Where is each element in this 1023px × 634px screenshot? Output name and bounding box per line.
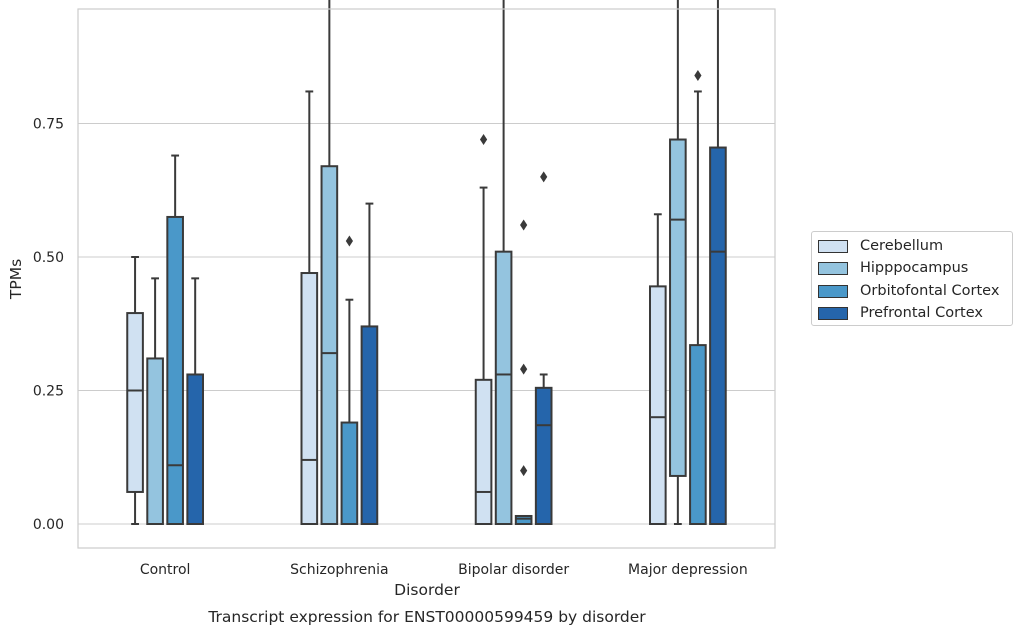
x-axis-label: Disorder bbox=[394, 581, 460, 599]
box bbox=[320, 0, 339, 525]
box bbox=[300, 90, 319, 525]
outlier-point bbox=[520, 363, 528, 375]
axes: 0.000.250.500.751.001.251.501.75ControlS… bbox=[33, 8, 776, 578]
box-body bbox=[669, 138, 687, 477]
outlier-point bbox=[479, 134, 488, 146]
box bbox=[494, 0, 513, 525]
box-body bbox=[689, 344, 707, 525]
outlier-point bbox=[540, 171, 548, 183]
legend-item-hippocampus: Hipppocampus bbox=[818, 259, 968, 277]
box-body bbox=[166, 215, 184, 525]
boxes bbox=[126, 0, 727, 526]
box-body bbox=[474, 378, 493, 525]
box-body bbox=[186, 373, 204, 526]
legend-item-prefrontal: Prefrontal Cortex bbox=[818, 304, 983, 322]
box bbox=[534, 171, 553, 525]
box bbox=[709, 0, 727, 525]
box bbox=[689, 69, 707, 525]
legend-item-orbitofrontal: Orbitofontal Cortex bbox=[818, 282, 999, 300]
box bbox=[340, 235, 359, 526]
legend-label-cerebellum: Cerebellum bbox=[860, 238, 944, 254]
y-tick-label: 0.75 bbox=[33, 117, 64, 133]
legend-swatch-orbitofrontal bbox=[818, 284, 848, 298]
legend-label-prefrontal: Prefrontal Cortex bbox=[860, 305, 983, 321]
outlier-point bbox=[694, 69, 702, 81]
outlier-point bbox=[345, 235, 353, 247]
legend-item-cerebellum: Cerebellum bbox=[818, 237, 943, 255]
box-body bbox=[360, 325, 379, 526]
outlier-point bbox=[520, 465, 528, 477]
box bbox=[146, 277, 164, 525]
box bbox=[166, 154, 184, 525]
legend-label-orbitofrontal: Orbitofontal Cortex bbox=[860, 283, 1000, 299]
box-body bbox=[146, 357, 164, 525]
box bbox=[649, 213, 667, 525]
x-tick-label: Bipolar disorder bbox=[458, 562, 569, 578]
chart-title: Transcript expression for ENST0000059945… bbox=[207, 608, 646, 626]
outlier-point bbox=[520, 219, 528, 231]
legend-label-hippocampus: Hipppocampus bbox=[860, 260, 969, 276]
legend-swatch-cerebellum bbox=[818, 239, 848, 253]
box-body bbox=[649, 285, 667, 525]
y-tick-label: 0.50 bbox=[33, 250, 64, 266]
box-body bbox=[494, 250, 513, 525]
box-body bbox=[514, 514, 533, 525]
x-tick-label: Control bbox=[140, 562, 191, 578]
x-tick-label: Schizophrenia bbox=[290, 562, 388, 578]
box-body bbox=[709, 146, 727, 525]
y-axis-label: TPMs bbox=[7, 259, 25, 300]
legend: Cerebellum Hipppocampus Orbitofontal Cor… bbox=[811, 231, 1013, 326]
plot-frame bbox=[77, 8, 776, 549]
box-body bbox=[534, 386, 553, 525]
box bbox=[514, 219, 533, 525]
y-tick-label: 0.00 bbox=[33, 517, 64, 533]
box bbox=[186, 277, 204, 526]
box bbox=[126, 256, 144, 525]
x-tick-label: Major depression bbox=[628, 562, 748, 578]
box-body bbox=[320, 165, 339, 525]
box bbox=[669, 0, 687, 525]
box-body bbox=[126, 312, 144, 493]
box-body bbox=[340, 421, 359, 526]
legend-swatch-hippocampus bbox=[818, 261, 848, 275]
y-tick-label: 0.25 bbox=[33, 384, 64, 400]
box-body bbox=[300, 272, 319, 525]
box bbox=[474, 134, 493, 525]
legend-swatch-prefrontal bbox=[818, 306, 848, 320]
box bbox=[360, 202, 379, 526]
